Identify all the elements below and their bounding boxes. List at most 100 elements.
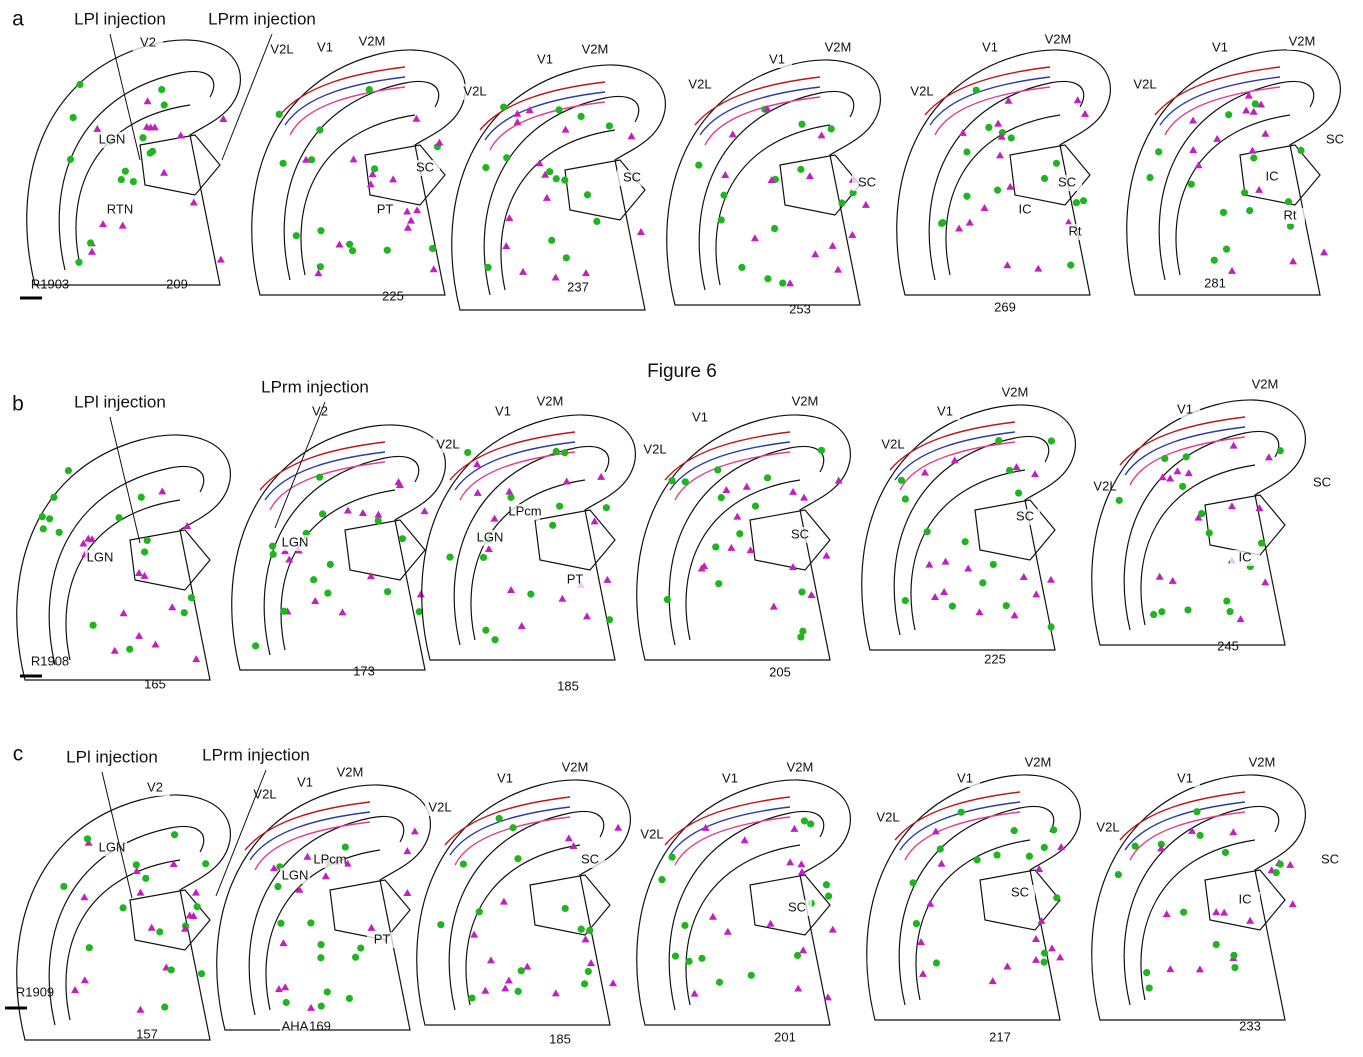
labeled-cell — [682, 478, 689, 485]
labeled-cell — [293, 232, 300, 239]
labeled-cell — [958, 809, 965, 816]
labeled-cell — [482, 164, 489, 171]
region-label: LGN — [477, 529, 504, 544]
labeled-cell — [1222, 849, 1229, 856]
labeled-cell — [75, 259, 82, 266]
labeled-cell — [584, 191, 591, 198]
labeled-cell — [90, 622, 97, 629]
region-label: V2L — [463, 83, 486, 98]
region-label: V1 — [982, 39, 998, 54]
labeled-cell — [317, 941, 324, 948]
labeled-cell — [963, 193, 970, 200]
region-label: IC — [1019, 201, 1032, 216]
labeled-cell — [1155, 148, 1162, 155]
labeled-cell — [1026, 853, 1033, 860]
labeled-cell — [718, 494, 725, 501]
labeled-cell — [764, 474, 771, 481]
labeled-cell — [798, 121, 805, 128]
labeled-cell — [664, 596, 671, 603]
labeled-cell — [375, 517, 382, 524]
labeled-cell — [346, 995, 353, 1002]
region-label: LGN — [282, 867, 309, 882]
labeled-cell — [283, 999, 290, 1006]
labeled-cell — [87, 239, 94, 246]
labeled-cell — [84, 835, 91, 842]
labeled-cell — [138, 494, 145, 501]
labeled-cell — [1223, 597, 1230, 604]
labeled-cell — [307, 919, 314, 926]
labeled-cell — [1015, 489, 1022, 496]
labeled-cell — [46, 515, 53, 522]
region-label: V2M — [337, 764, 364, 779]
labeled-cell — [1246, 207, 1253, 214]
labeled-cell — [485, 264, 492, 271]
labeled-cell — [1041, 950, 1048, 957]
labeled-cell — [979, 579, 986, 586]
region-label: V1 — [497, 770, 513, 785]
labeled-cell — [316, 126, 323, 133]
labeled-cell — [1041, 844, 1048, 851]
labeled-cell — [586, 927, 593, 934]
section-number: 225 — [382, 288, 404, 303]
labeled-cell — [779, 279, 786, 286]
region-label: Rt — [1284, 207, 1297, 222]
labeled-cell — [669, 854, 676, 861]
figure: Figure 6 209V2LGNRTN225V2LV1V2MSCPT237V1… — [0, 0, 1363, 1057]
labeled-cell — [797, 166, 804, 173]
labeled-cell — [384, 588, 391, 595]
labeled-cell — [188, 594, 195, 601]
labeled-cell — [399, 535, 406, 542]
region-label: SC — [788, 899, 806, 914]
labeled-cell — [1006, 467, 1013, 474]
region-label: LPcm — [313, 851, 346, 866]
region-label: V2 — [147, 779, 163, 794]
labeled-cell — [1220, 209, 1227, 216]
labeled-cell — [828, 125, 835, 132]
labeled-cell — [913, 920, 920, 927]
labeled-cell — [1211, 257, 1218, 264]
injection-label: LPl injection — [66, 747, 158, 766]
labeled-cell — [764, 275, 771, 282]
labeled-cell — [1008, 134, 1015, 141]
labeled-cell — [357, 944, 364, 951]
labeled-cell — [937, 845, 944, 852]
labeled-cell — [973, 87, 980, 94]
labeled-cell — [1073, 199, 1080, 206]
labeled-cell — [752, 503, 759, 510]
region-label: LGN — [87, 549, 114, 564]
labeled-cell — [606, 122, 613, 129]
region-label: V2M — [1002, 384, 1029, 399]
region-label: V2M — [359, 33, 386, 48]
labeled-cell — [70, 114, 77, 121]
region-label: V2M — [1249, 754, 1276, 769]
labeled-cell — [658, 876, 665, 883]
labeled-cell — [122, 168, 129, 175]
region-label: V2M — [1252, 376, 1279, 391]
labeled-cell — [50, 494, 57, 501]
labeled-cell — [318, 1002, 325, 1009]
labeled-cell — [1230, 952, 1237, 959]
labeled-cell — [1273, 869, 1280, 876]
injection-label: LPl injection — [74, 392, 166, 411]
section-number: 185 — [557, 678, 579, 693]
labeled-cell — [910, 879, 917, 886]
labeled-cell — [1116, 497, 1123, 504]
region-label: SC — [1016, 508, 1034, 523]
labeled-cell — [310, 576, 317, 583]
labeled-cell — [963, 148, 970, 155]
section-number: 169 — [309, 1018, 331, 1033]
region-label: V1 — [769, 51, 785, 66]
labeled-cell — [949, 603, 956, 610]
labeled-cell — [720, 192, 727, 199]
region-label: LGN — [99, 131, 126, 146]
labeled-cell — [553, 448, 560, 455]
labeled-cell — [995, 437, 1002, 444]
section-number: 233 — [1239, 1018, 1261, 1033]
region-label: V1 — [317, 39, 333, 54]
labeled-cell — [1067, 262, 1074, 269]
injection-label: LPl injection — [74, 9, 166, 28]
labeled-cell — [198, 970, 205, 977]
labeled-cell — [1277, 447, 1284, 454]
region-label: V2L — [881, 436, 904, 451]
labeled-cell — [1132, 842, 1139, 849]
